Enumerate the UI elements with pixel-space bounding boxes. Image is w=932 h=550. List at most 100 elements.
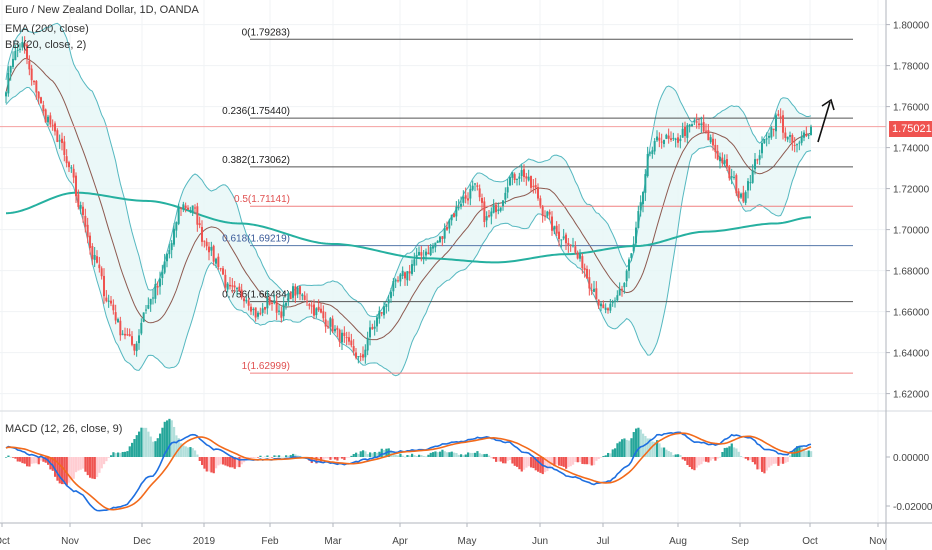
macd-histogram-bar — [607, 452, 610, 457]
candle-body — [201, 226, 203, 242]
candle-body — [555, 225, 558, 234]
candle-body — [758, 155, 761, 160]
macd-histogram-bar — [280, 456, 283, 458]
candle-body — [238, 286, 241, 291]
macd-histogram-bar — [28, 457, 31, 467]
candle-body — [597, 299, 600, 306]
macd-histogram-bar — [247, 457, 250, 459]
candle-body — [243, 298, 245, 302]
macd-histogram-bar — [194, 450, 197, 457]
candle-body — [89, 235, 91, 248]
macd-histogram-bar — [534, 457, 537, 471]
macd-histogram-bar — [581, 457, 584, 464]
macd-histogram-bar — [481, 454, 484, 457]
candle-body — [357, 356, 360, 358]
macd-histogram-bar — [338, 457, 341, 459]
macd-histogram-bar — [497, 457, 500, 462]
macd-histogram-bar — [744, 457, 747, 459]
candle-body — [231, 285, 234, 287]
candle-body — [257, 312, 259, 317]
macd-histogram-bar — [686, 457, 689, 466]
macd-histogram-bar — [782, 457, 785, 464]
macd-histogram-bar — [779, 457, 782, 464]
time-tick-label: May — [458, 536, 477, 547]
macd-histogram-bar — [670, 452, 673, 457]
candle-body — [420, 252, 423, 256]
candle-body — [630, 253, 633, 259]
macd-histogram-bar — [149, 436, 152, 457]
macd-histogram-bar — [376, 452, 379, 457]
candle-body — [173, 228, 175, 245]
candle-body — [110, 300, 112, 304]
macd-histogram-bar — [75, 457, 78, 473]
candle-body — [642, 191, 644, 205]
macd-histogram-bar — [544, 457, 547, 473]
fib-label: 0.786(1.66484) — [222, 290, 290, 301]
macd-histogram-bar — [693, 457, 696, 471]
candle-body — [534, 185, 537, 188]
macd-histogram-bar — [770, 457, 773, 466]
macd-histogram-bar — [590, 457, 593, 466]
candle-body — [803, 132, 805, 138]
candle-body — [182, 204, 185, 209]
candle-body — [810, 126, 812, 136]
macd-pane — [0, 410, 932, 512]
macd-histogram-bar — [145, 427, 148, 457]
candle-body — [303, 295, 306, 301]
macd-histogram-bar — [436, 452, 439, 457]
candle-body — [716, 150, 719, 160]
macd-histogram-bar — [394, 454, 397, 457]
candle-body — [275, 300, 278, 313]
candle-body — [72, 168, 75, 178]
candle-body — [224, 274, 227, 288]
macd-histogram-bar — [119, 452, 122, 457]
macd-histogram-bar — [490, 457, 493, 459]
macd-histogram-bar — [810, 451, 813, 457]
macd-histogram-bar — [733, 447, 736, 457]
candle-body — [9, 65, 12, 73]
candle-body — [210, 247, 213, 251]
macd-histogram-bar — [350, 455, 353, 457]
macd-histogram-bar — [474, 452, 477, 457]
candle-body — [21, 41, 24, 48]
macd-histogram-bar — [327, 457, 330, 459]
macd-histogram-bar — [453, 452, 456, 457]
macd-histogram-bar — [441, 449, 444, 457]
candle-body — [443, 228, 446, 239]
fib-label: 0.618(1.69219) — [222, 234, 290, 245]
macd-histogram-bar — [35, 457, 38, 464]
macd-histogram-bar — [259, 455, 262, 457]
candle-body — [84, 215, 87, 227]
macd-histogram-bar — [800, 447, 803, 457]
candle-body — [520, 170, 523, 177]
price-tick-label: 1.78000 — [893, 62, 930, 73]
candle-body — [509, 177, 511, 186]
macd-histogram-bar — [700, 457, 703, 465]
macd-histogram-bar — [292, 453, 295, 457]
macd-histogram-bar — [502, 457, 505, 464]
macd-histogram-bar — [660, 447, 663, 457]
macd-histogram-bar — [747, 457, 750, 461]
macd-histogram-bar — [238, 457, 241, 468]
fib-label: 0.382(1.73062) — [222, 155, 290, 166]
candle-body — [68, 162, 70, 168]
macd-histogram-bar — [523, 457, 526, 470]
candle-body — [135, 343, 138, 352]
price-tick-label: 1.80000 — [893, 21, 930, 32]
candle-body — [170, 243, 173, 251]
candle-body — [565, 234, 567, 244]
candle-body — [637, 211, 640, 228]
candle-body — [558, 231, 560, 239]
candle-body — [399, 274, 402, 282]
candles — [5, 36, 812, 364]
macd-histogram-bar — [775, 457, 778, 464]
candle-body — [348, 337, 350, 342]
macd-histogram-bar — [749, 457, 752, 460]
macd-histogram-bar — [639, 429, 642, 457]
candle-body — [124, 333, 126, 336]
candle-body — [805, 134, 808, 137]
candle-body — [168, 250, 171, 255]
macd-histogram-bar — [175, 435, 178, 457]
fib-label: 0.5(1.71141) — [234, 194, 290, 205]
candle-body — [324, 319, 327, 327]
